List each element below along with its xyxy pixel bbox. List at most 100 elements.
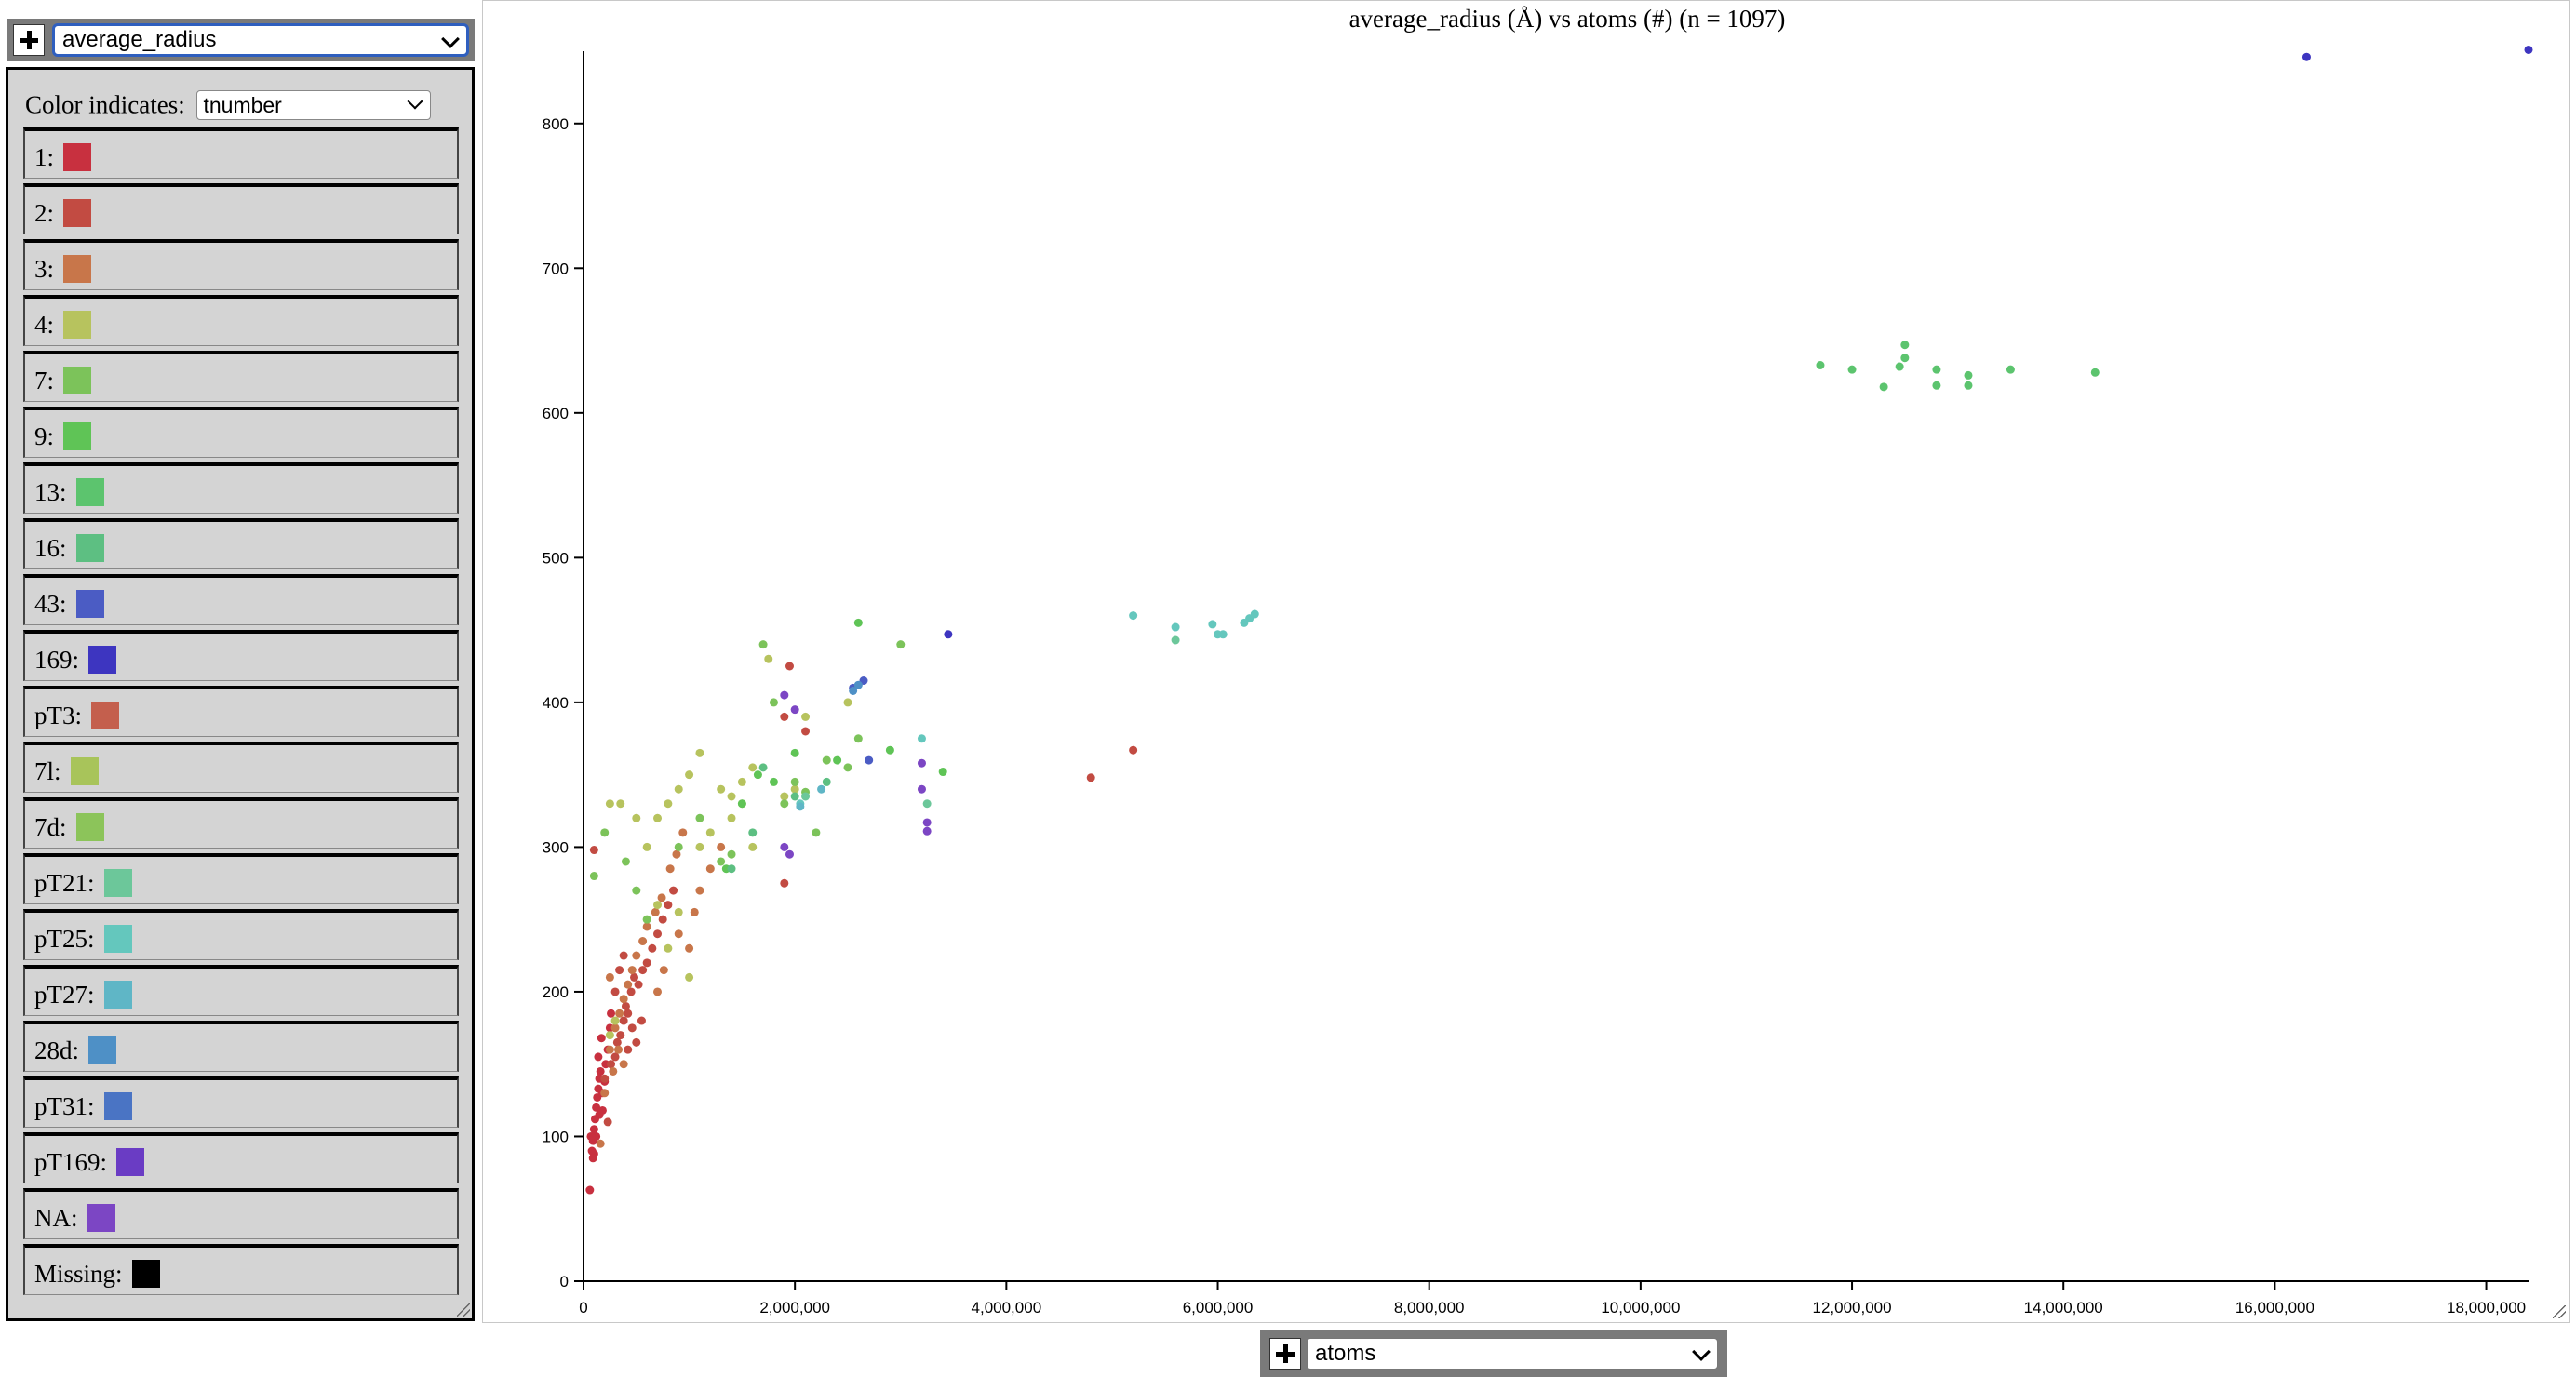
legend-item[interactable]: 1:	[23, 127, 459, 179]
legend-item[interactable]: pT25:	[23, 909, 459, 960]
data-point	[853, 680, 863, 689]
data-point	[695, 842, 704, 851]
data-point	[753, 770, 762, 780]
color-by-dropdown[interactable]: tnumber	[196, 89, 432, 120]
x-variable-selector: atoms	[1260, 1330, 1727, 1377]
legend-item[interactable]: NA:	[23, 1188, 459, 1239]
data-point	[610, 987, 620, 996]
legend-color-swatch	[75, 589, 104, 618]
legend-color-swatch	[75, 533, 104, 562]
legend-item[interactable]: 16:	[23, 518, 459, 569]
data-point	[637, 1016, 646, 1025]
data-point	[896, 640, 906, 649]
legend-item[interactable]: pT21:	[23, 853, 459, 904]
data-point	[605, 972, 614, 982]
legend-item[interactable]: Missing:	[23, 1244, 459, 1295]
data-point	[642, 958, 651, 968]
legend-item[interactable]: 2:	[23, 183, 459, 234]
data-point	[737, 777, 746, 786]
data-point	[780, 799, 789, 809]
data-point	[1900, 354, 1910, 363]
data-point	[642, 922, 651, 931]
legend-item[interactable]: pT27:	[23, 965, 459, 1016]
data-point	[674, 842, 683, 851]
x-tick-label: 16,000,000	[2235, 1299, 2314, 1317]
data-point	[2090, 368, 2100, 377]
data-point	[630, 972, 639, 982]
data-point	[843, 763, 852, 772]
data-point	[801, 712, 811, 721]
data-point	[843, 698, 852, 707]
data-point	[1250, 609, 1259, 619]
data-point	[627, 1023, 637, 1033]
data-point	[642, 842, 651, 851]
legend-item[interactable]: 9:	[23, 407, 459, 458]
legend-item-label: 7d:	[34, 812, 67, 841]
data-point	[785, 849, 794, 859]
y-tick-label: 200	[543, 983, 569, 1001]
y-variable-dropdown[interactable]: average_radius	[52, 23, 469, 57]
legend-item-label: 2:	[34, 198, 55, 227]
data-point	[632, 951, 641, 960]
legend-item-label: NA:	[34, 1203, 78, 1232]
data-point	[748, 842, 758, 851]
legend-item-label: 4:	[34, 310, 55, 339]
data-point	[817, 784, 826, 794]
data-point	[664, 799, 673, 809]
legend-item-label: 7:	[34, 366, 55, 394]
y-tick-label: 300	[543, 838, 569, 856]
legend-item[interactable]: 43:	[23, 574, 459, 625]
legend-color-swatch	[63, 366, 92, 394]
data-point	[790, 792, 799, 801]
legend-item-label: 7l:	[34, 756, 61, 785]
chart-title: average_radius (Å) vs atoms (#) (n = 109…	[1349, 5, 1786, 33]
data-point	[653, 813, 663, 822]
legend-item[interactable]: 3:	[23, 239, 459, 290]
data-point	[664, 943, 673, 953]
data-point	[619, 1016, 628, 1025]
legend-color-swatch	[91, 701, 119, 729]
legend-item[interactable]: 7:	[23, 351, 459, 402]
legend-item[interactable]: pT31:	[23, 1076, 459, 1128]
data-point	[1208, 620, 1217, 629]
data-point	[665, 864, 675, 874]
data-point	[764, 654, 773, 663]
data-point	[1816, 360, 1825, 369]
data-point	[657, 893, 666, 902]
legend-item-label: pT27:	[34, 980, 95, 1009]
legend-item[interactable]: 7l:	[23, 742, 459, 793]
resize-handle-icon[interactable]	[457, 1303, 470, 1317]
data-point	[624, 1045, 633, 1054]
x-tick-label: 18,000,000	[2447, 1299, 2526, 1317]
resize-handle-icon[interactable]	[2553, 1305, 2566, 1318]
data-point	[624, 1009, 633, 1018]
x-tick-label: 2,000,000	[759, 1299, 830, 1317]
data-point	[2006, 365, 2015, 374]
legend-item-label: 43:	[34, 589, 67, 618]
data-point	[607, 1009, 616, 1018]
legend-item[interactable]: 4:	[23, 295, 459, 346]
data-point	[658, 915, 667, 924]
add-x-variable-button[interactable]	[1269, 1338, 1301, 1370]
legend-item[interactable]: pT3:	[23, 686, 459, 737]
data-point	[585, 1185, 595, 1195]
data-point	[717, 857, 726, 866]
x-tick-label: 0	[579, 1299, 587, 1317]
legend-item-label: pT169:	[34, 1147, 107, 1176]
legend-item[interactable]: 13:	[23, 462, 459, 514]
legend-item[interactable]: 28d:	[23, 1021, 459, 1072]
data-point	[659, 966, 668, 975]
chevron-down-icon	[1692, 1343, 1711, 1361]
scatter-chart: average_radius (Å) vs atoms (#) (n = 109…	[543, 5, 2533, 1317]
legend-item[interactable]: 7d:	[23, 797, 459, 849]
legend-item[interactable]: 169:	[23, 630, 459, 681]
y-tick-label: 800	[543, 115, 569, 133]
data-point	[853, 734, 863, 743]
data-point	[651, 907, 660, 916]
y-tick-label: 100	[543, 1128, 569, 1145]
legend-item[interactable]: pT169:	[23, 1132, 459, 1183]
data-point	[865, 755, 874, 765]
data-point	[610, 1023, 620, 1033]
x-variable-dropdown[interactable]: atoms	[1307, 1338, 1718, 1370]
add-y-variable-button[interactable]	[13, 24, 45, 56]
